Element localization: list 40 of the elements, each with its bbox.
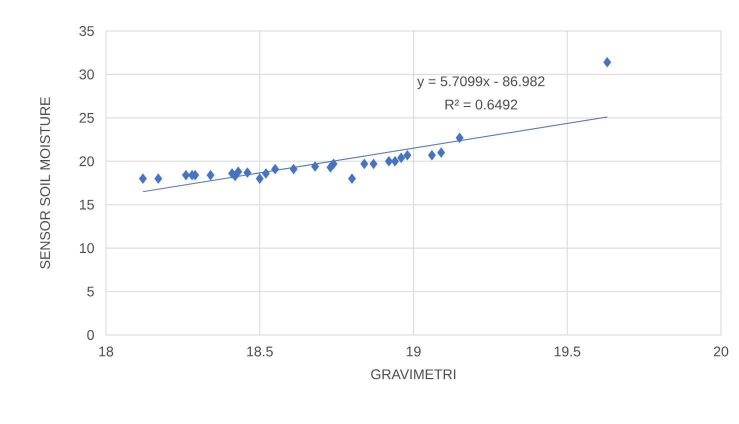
x-tick-label: 18	[99, 346, 114, 356]
point	[262, 168, 270, 179]
point	[182, 170, 190, 180]
annotation: R² = 0.6492	[446, 100, 518, 110]
point	[384, 156, 393, 166]
point	[330, 158, 338, 170]
point	[234, 166, 242, 177]
point	[391, 156, 400, 166]
point	[437, 147, 446, 158]
x-tick-label: 19	[406, 346, 421, 356]
point	[370, 158, 378, 170]
y-axis-title: SENSOR SOIL MOISTURE	[40, 97, 50, 269]
x-tick-label: 20	[714, 346, 728, 356]
point	[456, 132, 464, 144]
point	[256, 173, 264, 184]
y-tick-label: 10	[80, 243, 94, 254]
y-tick-label: 30	[79, 69, 94, 80]
point	[428, 150, 436, 160]
point	[154, 173, 162, 184]
y-tick-label: 25	[80, 112, 94, 123]
y-tick-label: 5	[87, 286, 94, 296]
point	[348, 173, 356, 184]
y-tick-label: 0	[87, 330, 94, 340]
point	[397, 152, 406, 164]
point	[290, 164, 298, 174]
point	[138, 173, 147, 184]
x-tick-label: 19.5	[554, 346, 580, 356]
annotation: y = 5.7099x - 86.982	[417, 76, 544, 90]
point	[244, 167, 252, 178]
y-tick-label: 15	[80, 200, 94, 210]
y-tick-label: 35	[79, 26, 94, 36]
x-axis-title: GRAVIMETRI	[371, 369, 456, 380]
point	[311, 161, 320, 172]
x-tick-label: 18.5	[247, 346, 273, 356]
point	[271, 164, 280, 174]
point	[403, 150, 412, 160]
point	[206, 170, 214, 180]
point	[603, 57, 612, 68]
point	[360, 158, 368, 170]
y-tick-label: 20	[80, 156, 94, 166]
